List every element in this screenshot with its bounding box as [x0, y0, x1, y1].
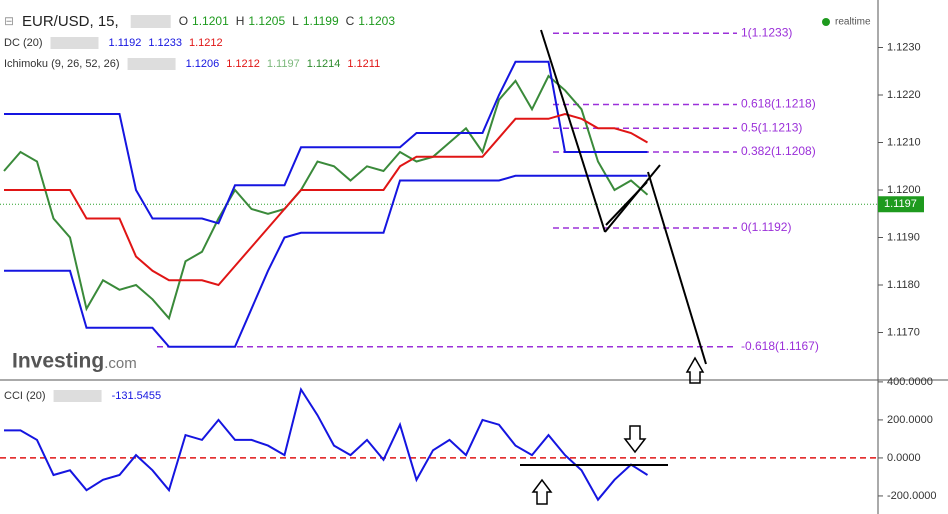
last-price-box	[878, 196, 924, 213]
indicator-value: 1.1214	[307, 58, 341, 70]
ohlc-value: 1.1205	[248, 14, 285, 28]
y-tick-label: 1.1200	[887, 184, 921, 196]
symbol: EUR/USD, 15,	[22, 13, 119, 30]
trend-line	[540, 29, 606, 233]
fib-label: 0.5(1.1213)	[741, 120, 802, 134]
last-price-label: 1.1197	[884, 198, 917, 210]
trend-line	[647, 171, 707, 365]
settings-icons	[127, 58, 176, 70]
indicator-value: 1.1197	[267, 58, 300, 70]
trend-line	[605, 181, 648, 226]
labels: 1.1170 1.1180 1.1190 1.1200 1.1210 1.1220 1.12…	[4, 13, 937, 502]
ohlc-key: C	[346, 14, 355, 28]
y-tick-label: -200.0000	[887, 490, 937, 502]
y-tick-label: 1.1190	[887, 231, 920, 243]
series-line	[3, 74, 649, 321]
fib-label: 0.382(1.1208)	[741, 144, 816, 158]
indicator-value: 1.1212	[226, 58, 260, 70]
ohlc-key: H	[236, 14, 245, 28]
logo-suffix: .com	[104, 355, 137, 372]
fib-label: 0.618(1.1218)	[741, 97, 816, 111]
ohlc-value: 1.1203	[358, 14, 395, 28]
y-tick-label: 1.1180	[887, 279, 920, 291]
fib-label: 1(1.1233)	[741, 25, 792, 39]
settings-icons	[130, 15, 171, 28]
y-tick-label: 1.1220	[887, 89, 921, 101]
ohlc-key: O	[179, 14, 188, 28]
marks	[0, 32, 883, 502]
collapse-icon: ⊟	[4, 14, 14, 28]
indicator-value: 1.1192	[109, 37, 142, 49]
logo-main: Investing	[12, 350, 104, 373]
indicator-label: CCI (20)	[4, 390, 46, 402]
indicator-label: DC (20)	[4, 37, 43, 49]
indicator-value: 1.1211	[347, 58, 380, 70]
series-line	[4, 174, 648, 348]
fib-label: -0.618(1.1167)	[741, 339, 819, 353]
settings-icons	[53, 390, 102, 402]
ohlc-value: 1.1199	[303, 14, 339, 28]
y-tick-label: 1.1210	[887, 136, 921, 148]
indicator-label: Ichimoku (9, 26, 52, 26)	[4, 58, 120, 70]
series-line	[4, 60, 648, 225]
indicator-value: -131.5455	[112, 390, 162, 402]
status: realtime	[835, 17, 871, 28]
y-tick-label: 200.0000	[887, 414, 933, 426]
indicator-value: 1.1206	[186, 58, 220, 70]
series-line	[4, 112, 648, 287]
indicator-value: 1.1212	[189, 37, 223, 49]
fib-label: 0(1.1192)	[741, 220, 791, 234]
y-tick-label: 400.0000	[887, 376, 933, 388]
settings-icons	[50, 37, 99, 49]
down-arrow	[623, 425, 647, 454]
y-tick-label: 1.1170	[887, 326, 920, 338]
series-line	[4, 387, 649, 502]
up-arrow	[531, 478, 553, 505]
y-tick-label: 0.0000	[887, 452, 921, 464]
y-tick-label: 1.1230	[887, 41, 921, 53]
ohlc-key: L	[292, 14, 299, 28]
up-arrow	[685, 356, 705, 384]
ohlc-value: 1.1201	[192, 14, 229, 28]
indicator-value: 1.1233	[148, 37, 182, 49]
drawings	[520, 29, 707, 505]
status-dot	[822, 18, 830, 26]
